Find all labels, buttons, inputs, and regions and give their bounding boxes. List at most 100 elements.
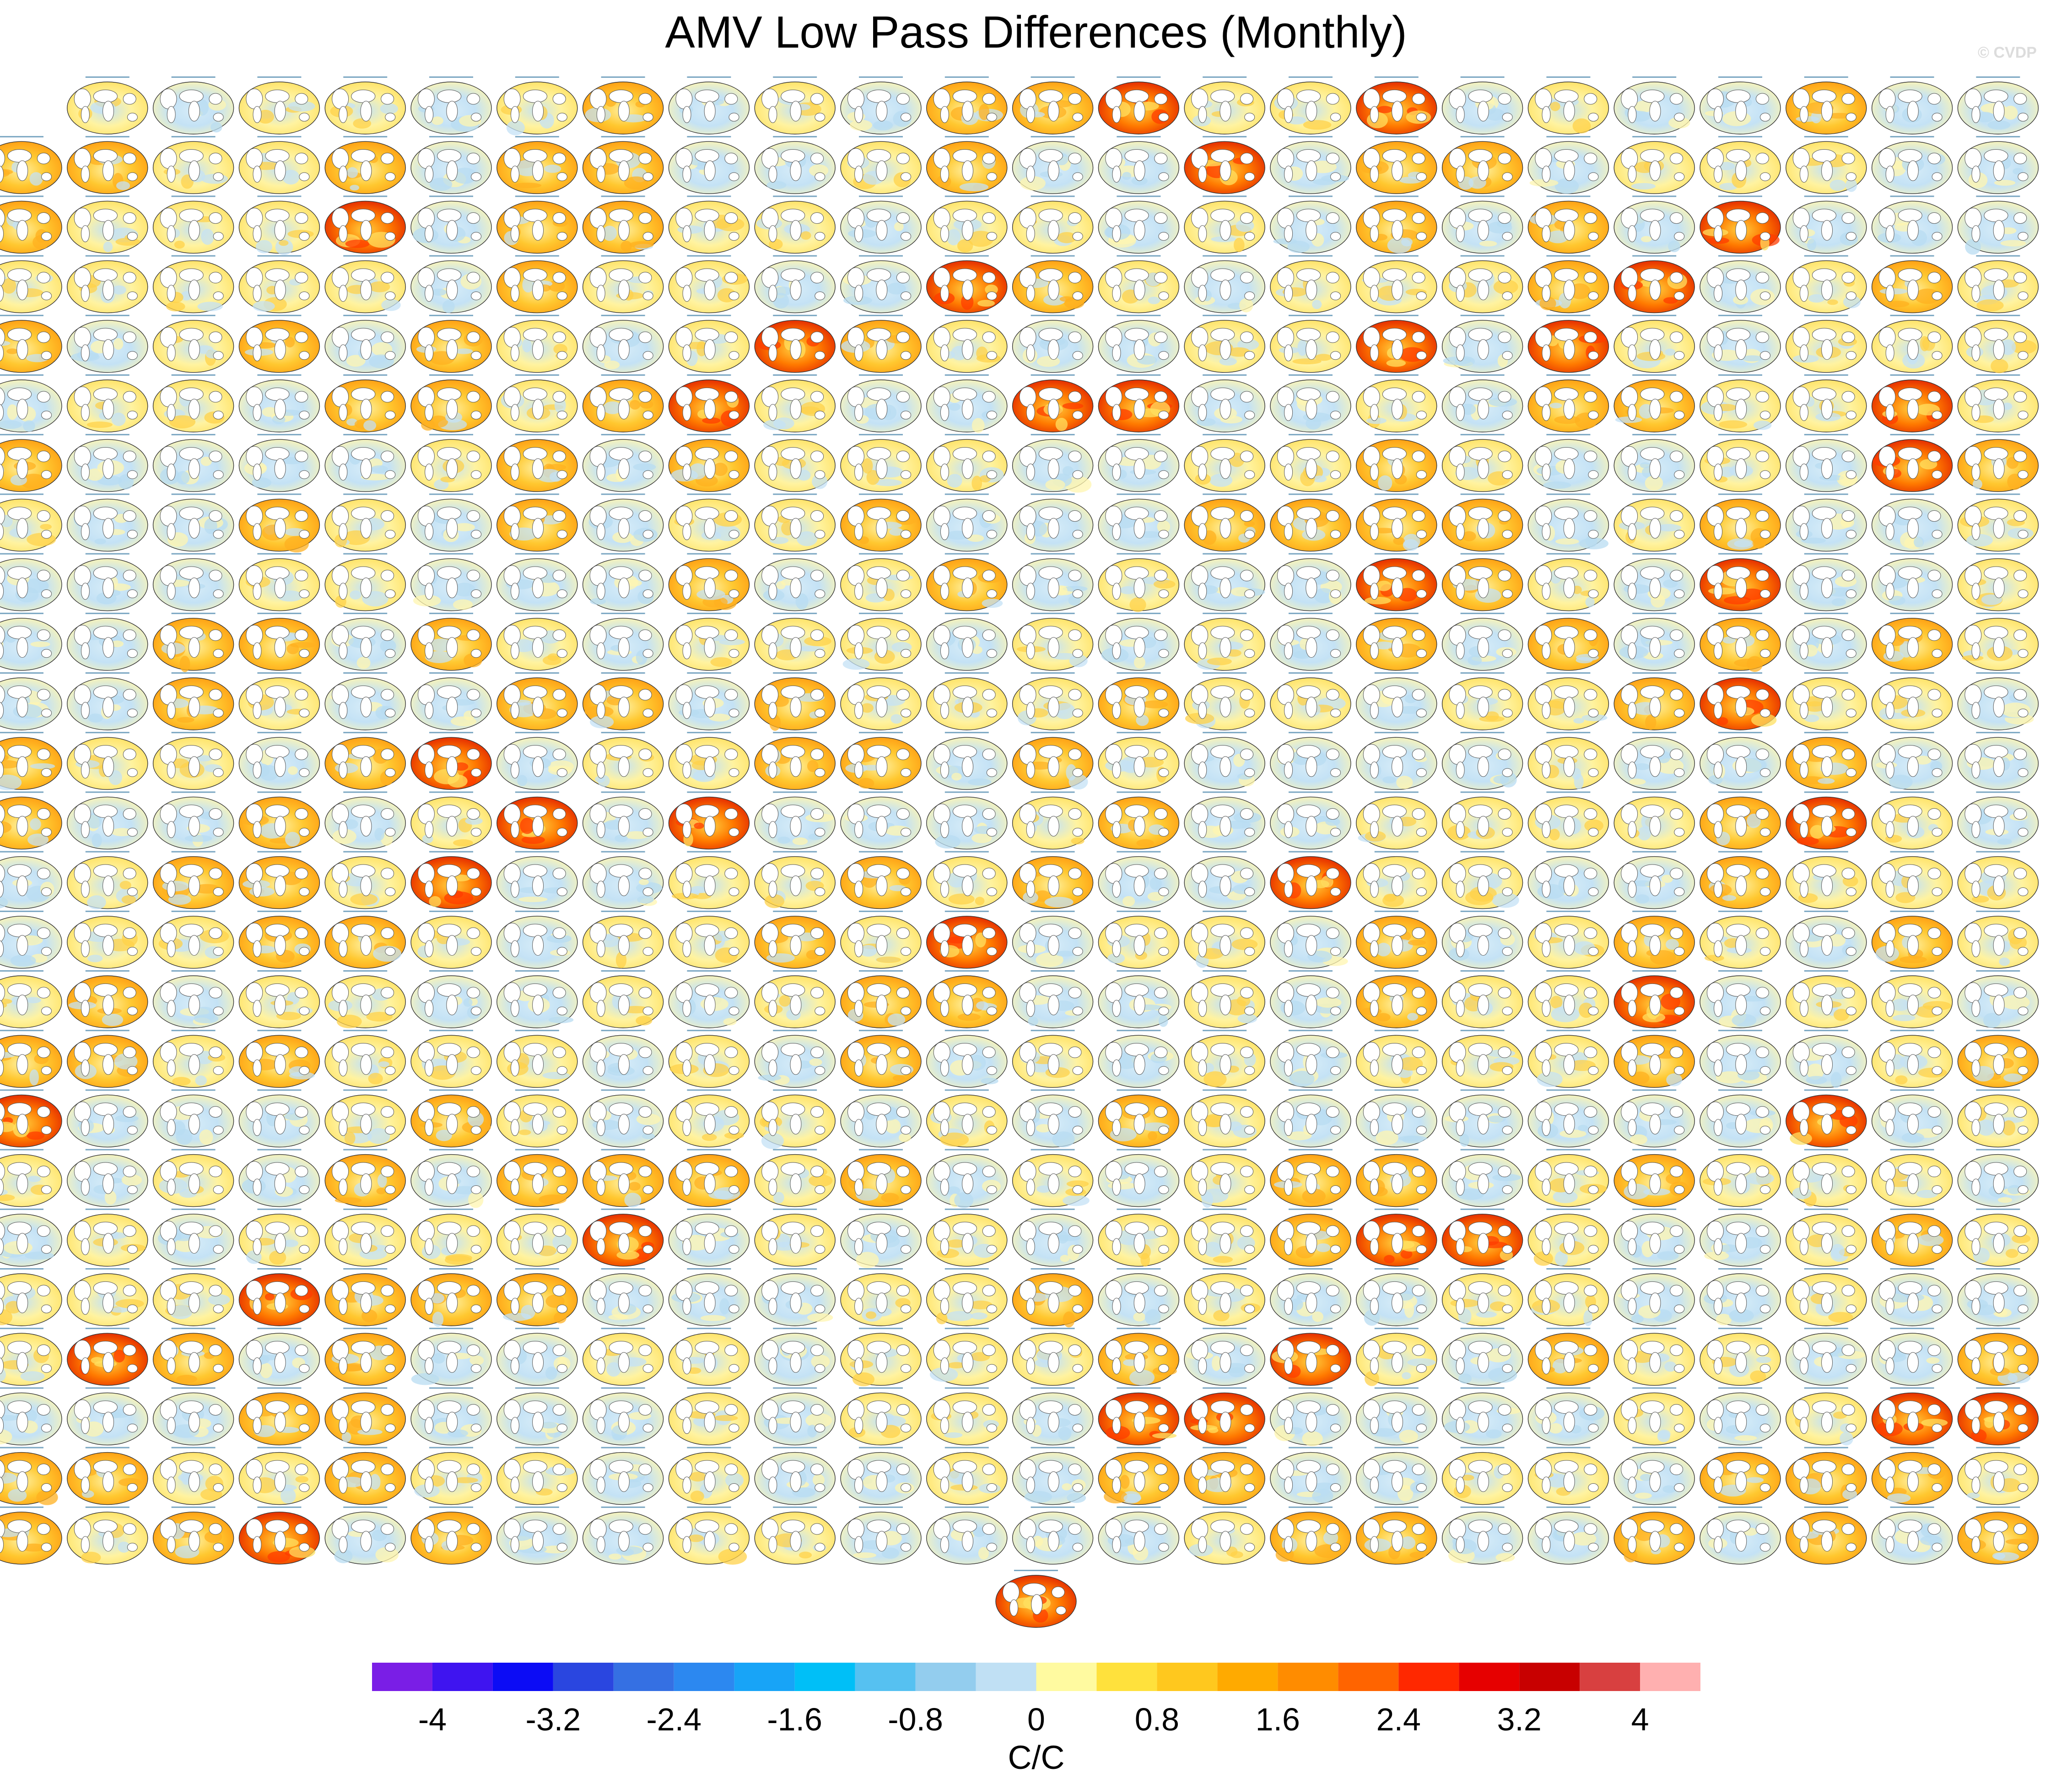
map-panel xyxy=(1270,195,1351,254)
map-panel xyxy=(152,553,234,611)
map-panel xyxy=(67,1030,148,1088)
map-panel xyxy=(1786,374,1867,432)
colorbar-tick-label: -1.6 xyxy=(767,1702,822,1737)
map-panel xyxy=(754,970,836,1028)
map-panel xyxy=(668,970,750,1028)
colorbar-tick-label: -0.8 xyxy=(888,1702,943,1737)
map-panel xyxy=(1871,1447,1953,1505)
map-panel xyxy=(152,732,234,790)
map-panel xyxy=(1356,1328,1437,1386)
map-panel xyxy=(1871,76,1953,135)
map-panel xyxy=(1356,1089,1437,1148)
map-panel xyxy=(1098,374,1180,432)
map-panel xyxy=(1527,970,1609,1028)
map-panel xyxy=(0,1208,62,1267)
map-panel xyxy=(1613,732,1695,790)
map-panel xyxy=(1098,732,1180,790)
map-panel xyxy=(754,612,836,671)
map-panel xyxy=(1700,732,1781,790)
map-panel xyxy=(840,1030,922,1088)
map-panel xyxy=(840,1208,922,1268)
map-panel xyxy=(1098,970,1180,1028)
map-panel xyxy=(1957,1030,2039,1088)
map-panel xyxy=(496,1447,578,1505)
map-panel xyxy=(840,136,922,194)
map-panel xyxy=(1184,255,1265,313)
map-panel xyxy=(1527,1208,1609,1267)
colorbar-swatch xyxy=(553,1663,614,1691)
map-panel xyxy=(410,1208,492,1267)
map-panel xyxy=(1012,553,1094,611)
map-panel xyxy=(152,1030,234,1088)
map-panel xyxy=(1786,851,1867,909)
map-panel xyxy=(1270,791,1351,850)
map-panel xyxy=(754,1030,836,1088)
map-panel xyxy=(1270,851,1351,909)
map-panel xyxy=(0,314,62,373)
map-panel xyxy=(1527,1089,1609,1148)
map-panel xyxy=(1098,910,1180,969)
map-panel xyxy=(0,910,62,969)
map-panel xyxy=(238,1506,320,1565)
map-panel xyxy=(1098,791,1180,850)
colorbar-swatch xyxy=(794,1663,855,1691)
map-panel xyxy=(1527,553,1609,611)
map-panel xyxy=(840,970,922,1028)
map-panel xyxy=(410,255,492,313)
map-panel xyxy=(1613,1387,1695,1446)
map-panel xyxy=(1700,136,1781,194)
map-panel xyxy=(410,314,492,373)
map-panel xyxy=(1184,1030,1265,1088)
map-panel xyxy=(1356,970,1437,1028)
map-panel xyxy=(0,493,62,552)
map-panel xyxy=(1871,1387,1953,1446)
map-panel xyxy=(1356,791,1437,850)
map-panel xyxy=(238,910,320,969)
map-panel xyxy=(1786,195,1867,254)
map-panel xyxy=(1700,1268,1781,1326)
map-panel xyxy=(1098,1149,1180,1207)
map-panel xyxy=(1270,136,1351,194)
map-panel xyxy=(1098,434,1180,492)
map-panel xyxy=(1613,1447,1695,1505)
map-panel xyxy=(754,553,836,611)
map-panel xyxy=(582,910,664,969)
map-panel xyxy=(1012,732,1094,790)
map-panel xyxy=(1441,910,1523,969)
colorbar-swatch xyxy=(1640,1663,1700,1691)
map-panel xyxy=(1957,1387,2039,1446)
map-panel xyxy=(152,493,234,552)
map-panel xyxy=(410,970,492,1028)
map-panel xyxy=(1613,1030,1695,1088)
map-panel xyxy=(1012,136,1094,194)
map-panel xyxy=(1871,553,1953,611)
panel-grid xyxy=(0,76,2039,1628)
map-panel xyxy=(1957,1208,2039,1267)
colorbar-tick-label: -2.4 xyxy=(646,1702,701,1737)
map-panel xyxy=(1527,1506,1609,1565)
map-panel xyxy=(1527,732,1609,790)
map-panel xyxy=(1700,434,1781,492)
map-panel xyxy=(152,434,234,492)
map-panel xyxy=(1012,1149,1094,1207)
map-panel xyxy=(1957,791,2039,850)
map-panel xyxy=(668,910,750,969)
map-panel xyxy=(1613,1208,1695,1267)
map-panel xyxy=(926,195,1008,254)
map-panel xyxy=(1871,1328,1953,1386)
map-panel xyxy=(1356,1208,1437,1267)
map-panel xyxy=(840,1149,922,1207)
map-panel xyxy=(0,374,62,432)
map-panel xyxy=(1613,791,1695,850)
map-panel xyxy=(1356,672,1437,730)
map-panel xyxy=(324,1268,406,1326)
map-panel xyxy=(1871,1268,1953,1326)
map-panel xyxy=(152,255,234,313)
colorbar-swatch xyxy=(1338,1663,1399,1691)
map-panel xyxy=(1184,314,1265,373)
map-panel xyxy=(1700,672,1781,730)
map-panel xyxy=(582,314,664,373)
map-panel xyxy=(1184,970,1265,1028)
map-panel xyxy=(926,970,1008,1028)
map-panel xyxy=(67,314,148,373)
